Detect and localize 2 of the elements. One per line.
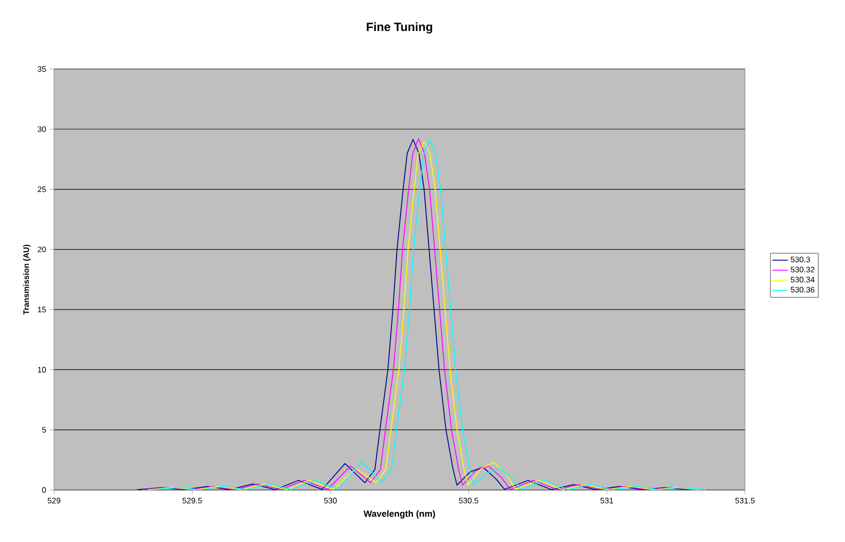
chart-title: Fine Tuning	[366, 22, 432, 34]
x-axis-title: Wavelength (nm)	[364, 510, 436, 519]
